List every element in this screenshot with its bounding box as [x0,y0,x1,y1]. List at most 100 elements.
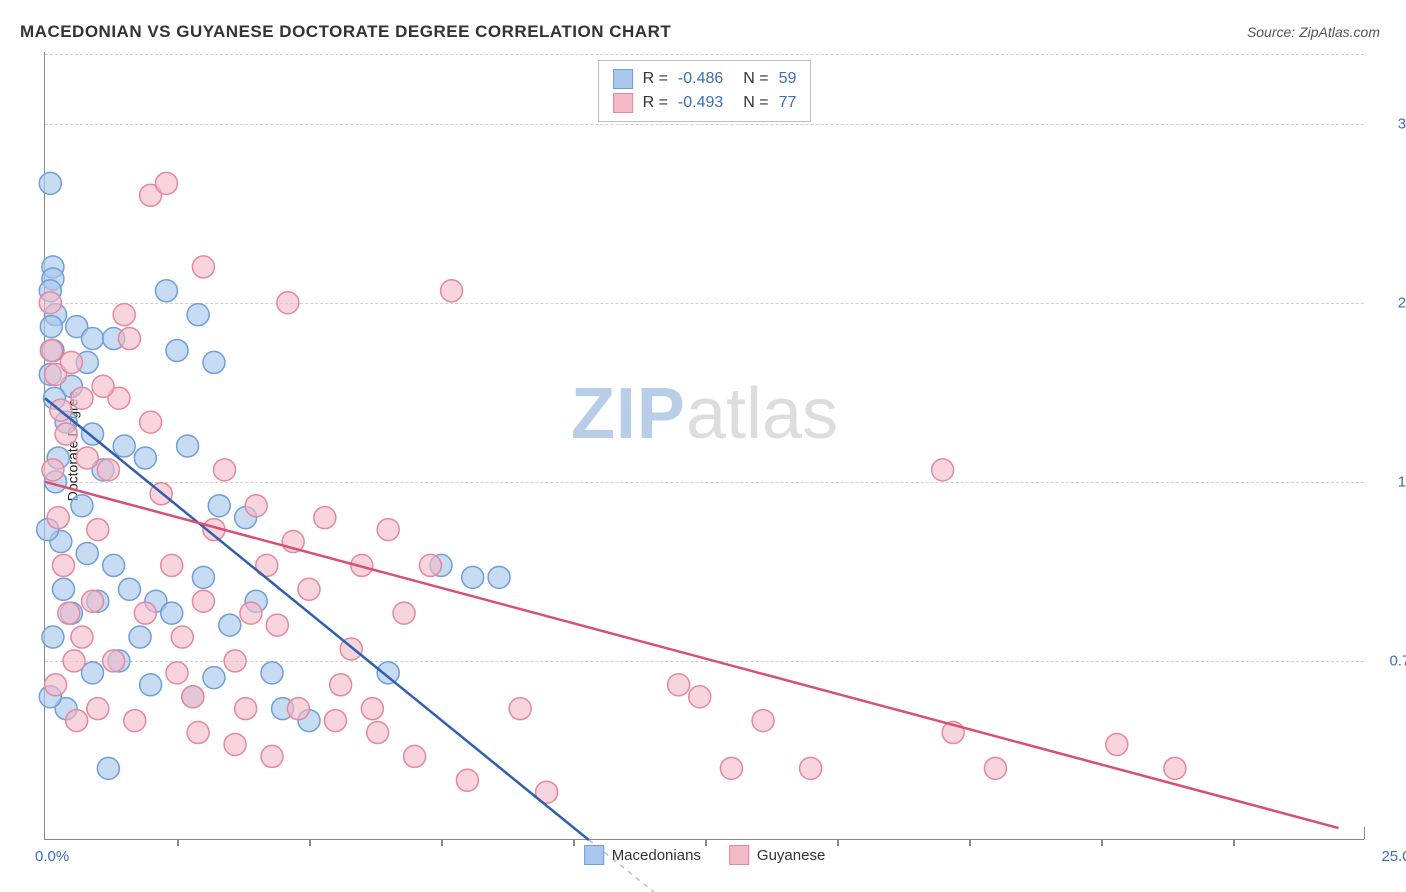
scatter-point [441,280,463,302]
x-axis-min-label: 0.0% [35,848,69,865]
scatter-point [71,387,93,409]
legend-bottom-label-1: Guyanese [757,847,825,864]
chart-plot-area: ZIPatlas Doctorate Degree 0.75%1.5%2.3%3… [44,52,1364,840]
scatter-point [488,566,510,588]
legend-bottom-label-0: Macedonians [612,847,701,864]
scatter-svg-layer [45,52,1364,839]
legend-bottom-item-1: Guyanese [729,845,825,865]
scatter-point [161,554,183,576]
scatter-point [39,292,61,314]
scatter-point [40,339,62,361]
legend-n-label: N = [743,70,768,88]
scatter-point [155,172,177,194]
scatter-point [330,674,352,696]
x-tick [309,839,311,846]
scatter-point [52,578,74,600]
scatter-point [800,757,822,779]
correlation-legend-box: R = -0.486 N = 59 R = -0.493 N = 77 [598,60,812,122]
legend-bottom-item-0: Macedonians [584,845,701,865]
scatter-point [97,757,119,779]
scatter-point [214,459,236,481]
scatter-point [166,662,188,684]
scatter-point [752,710,774,732]
legend-r-value-1: -0.493 [678,94,723,112]
scatter-point [1106,733,1128,755]
x-tick [177,839,179,846]
scatter-point [82,328,104,350]
scatter-point [192,590,214,612]
scatter-point [192,566,214,588]
x-axis-max-label: 25.0% [1381,848,1406,865]
scatter-point [47,507,69,529]
legend-r-label: R = [643,94,668,112]
legend-r-label: R = [643,70,668,88]
scatter-point [40,316,62,338]
scatter-point [361,698,383,720]
scatter-point [124,710,146,732]
scatter-point [187,304,209,326]
scatter-point [984,757,1006,779]
series-legend-bottom: Macedonians Guyanese [584,845,826,865]
scatter-point [393,602,415,624]
scatter-point [118,578,140,600]
scatter-point [71,626,93,648]
scatter-point [314,507,336,529]
scatter-point [224,733,246,755]
x-tick [573,839,575,846]
scatter-point [166,339,188,361]
scatter-point [932,459,954,481]
scatter-point [92,375,114,397]
scatter-point [404,745,426,767]
scatter-point [87,519,109,541]
y-tick-label: 1.5% [1398,473,1406,490]
scatter-point [129,626,151,648]
trend-line [45,398,589,840]
x-tick [837,839,839,846]
scatter-point [42,626,64,648]
scatter-point [456,769,478,791]
scatter-point [668,674,690,696]
scatter-point [720,757,742,779]
scatter-point [113,435,135,457]
scatter-point [367,722,389,744]
scatter-point [266,614,288,636]
scatter-point [203,351,225,373]
scatter-point [134,602,156,624]
legend-row-series-0: R = -0.486 N = 59 [613,67,797,91]
scatter-point [419,554,441,576]
scatter-point [203,667,225,689]
legend-row-series-1: R = -0.493 N = 77 [613,91,797,115]
legend-n-value-0: 59 [779,70,797,88]
scatter-point [87,698,109,720]
scatter-point [1164,757,1186,779]
scatter-point [161,602,183,624]
scatter-point [52,554,74,576]
scatter-point [103,650,125,672]
scatter-point [63,650,85,672]
legend-swatch-0 [613,69,633,89]
source-attribution: Source: ZipAtlas.com [1247,24,1380,40]
legend-r-value-0: -0.486 [678,70,723,88]
legend-bottom-swatch-0 [584,845,604,865]
chart-title: MACEDONIAN VS GUYANESE DOCTORATE DEGREE … [20,22,671,42]
scatter-point [76,542,98,564]
legend-bottom-swatch-1 [729,845,749,865]
scatter-point [134,447,156,469]
scatter-point [377,662,399,684]
scatter-point [298,578,320,600]
scatter-point [66,710,88,732]
x-tick [1101,839,1103,846]
scatter-point [287,698,309,720]
scatter-point [689,686,711,708]
y-tick-label: 0.75% [1389,652,1406,669]
scatter-point [324,710,346,732]
scatter-point [140,674,162,696]
scatter-point [58,602,80,624]
y-tick-label: 3.0% [1398,115,1406,132]
scatter-point [377,519,399,541]
scatter-point [45,674,67,696]
scatter-point [39,172,61,194]
scatter-point [261,745,283,767]
y-tick-label: 2.3% [1398,294,1406,311]
scatter-point [113,304,135,326]
